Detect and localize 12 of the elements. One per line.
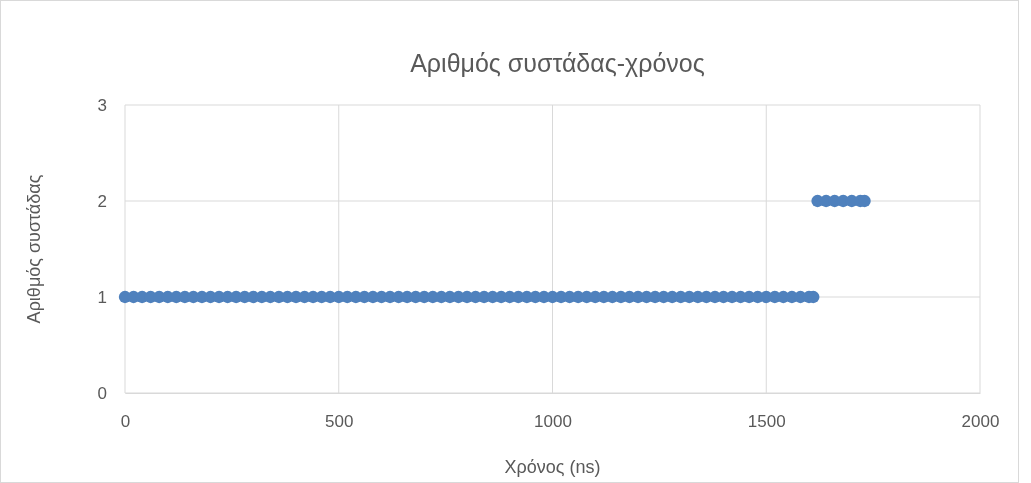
x-tick-label: 500 bbox=[325, 412, 354, 432]
x-tick-label: 1500 bbox=[747, 412, 786, 432]
chart-title: Αριθμός συστάδας-χρόνος bbox=[410, 49, 705, 77]
x-tick-label: 2000 bbox=[961, 412, 1000, 432]
y-tick-label: 2 bbox=[97, 191, 107, 211]
y-tick-label: 3 bbox=[97, 95, 107, 115]
x-axis-title: Χρόνος (ns) bbox=[504, 457, 601, 477]
y-axis-title: Αριθμός συστάδας bbox=[24, 174, 44, 324]
x-tick-label: 1000 bbox=[534, 412, 572, 432]
x-tick-label: 0 bbox=[120, 412, 131, 432]
y-tick-label: 1 bbox=[97, 287, 107, 307]
y-tick-label: 0 bbox=[97, 383, 107, 403]
